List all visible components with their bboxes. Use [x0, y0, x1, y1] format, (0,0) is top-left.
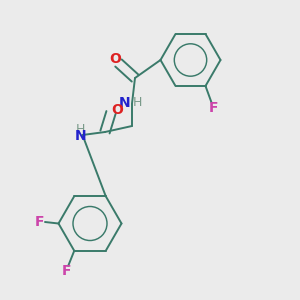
Text: H: H — [76, 123, 85, 136]
Text: H: H — [133, 96, 142, 110]
Text: F: F — [208, 101, 218, 115]
Text: F: F — [35, 215, 44, 229]
Text: O: O — [111, 103, 123, 117]
Text: O: O — [109, 52, 121, 66]
Text: N: N — [119, 96, 130, 110]
Text: F: F — [62, 264, 71, 278]
Text: N: N — [75, 130, 86, 143]
